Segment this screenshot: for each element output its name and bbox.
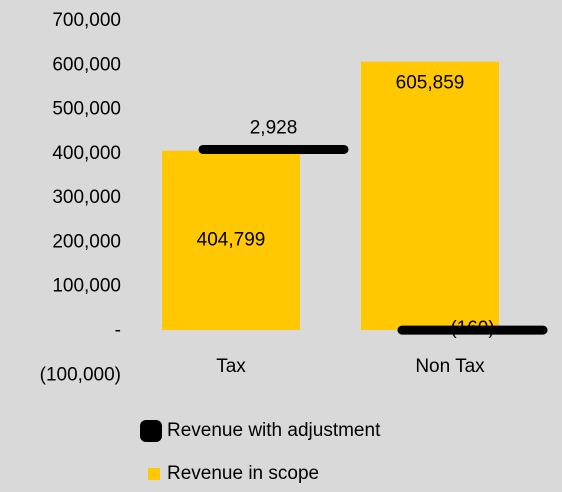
data-label: 2,928 <box>250 117 298 138</box>
x-tick-label: Tax <box>216 356 246 377</box>
y-tick-label: 500,000 <box>52 99 121 120</box>
data-label: 605,859 <box>396 73 465 94</box>
bar <box>162 150 300 331</box>
bar <box>361 61 499 331</box>
legend-label: Revenue in scope <box>167 463 319 484</box>
y-tick-label: 300,000 <box>52 187 121 208</box>
y-tick-label: 200,000 <box>52 231 121 252</box>
y-tick-label: 700,000 <box>52 10 121 31</box>
y-tick-label: (100,000) <box>40 364 121 385</box>
legend-swatch <box>148 468 160 480</box>
y-tick-label: - <box>115 320 121 341</box>
x-tick-label: Non Tax <box>415 356 485 377</box>
y-tick-label: 400,000 <box>52 143 121 164</box>
y-tick-label: 600,000 <box>52 54 121 75</box>
data-label: (160) <box>450 318 494 339</box>
data-label: 404,799 <box>197 229 266 250</box>
legend-label: Revenue with adjustment <box>167 420 381 441</box>
legend-swatch <box>140 420 162 442</box>
y-tick-label: 100,000 <box>52 276 121 297</box>
